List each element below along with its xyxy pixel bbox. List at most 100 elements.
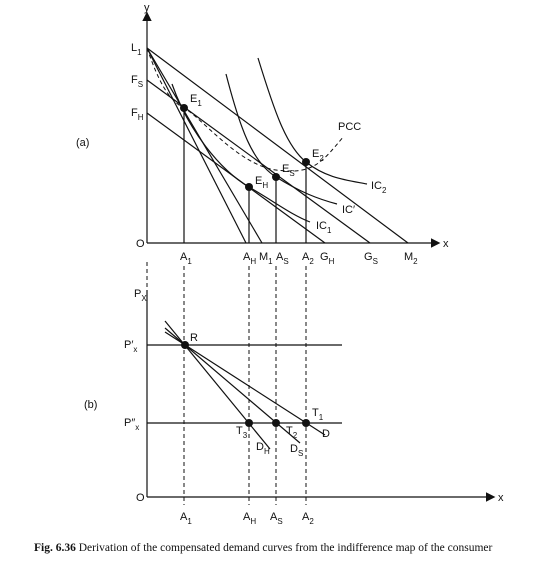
label-subscript: S — [373, 257, 378, 266]
label-text: G — [364, 251, 373, 263]
label-subscript: 1 — [327, 226, 332, 235]
label-text: A — [302, 511, 310, 523]
label-subscript: S — [298, 449, 303, 458]
label-subscript: 2 — [319, 154, 324, 163]
label-subscript: H — [264, 447, 270, 456]
label-subscript: S — [277, 517, 282, 526]
label-text: A — [243, 511, 251, 523]
label-subscript: X — [141, 294, 147, 303]
label-text: F — [131, 107, 138, 119]
label: GS — [364, 251, 378, 266]
label: L1 — [131, 42, 142, 57]
label: IC2 — [371, 180, 387, 195]
label: IC′ — [342, 204, 355, 216]
caption-label: Fig. 6.36 — [34, 542, 76, 554]
label: D — [322, 428, 330, 440]
label: A1 — [180, 511, 192, 526]
label-subscript: 2 — [293, 431, 298, 440]
label: P″x — [124, 417, 139, 432]
label: A1 — [180, 251, 192, 266]
label-text: E — [282, 163, 289, 175]
label: AH — [243, 251, 256, 266]
label-text: A — [302, 251, 310, 263]
label-text: IC — [316, 220, 327, 232]
label: FH — [131, 107, 144, 122]
label-subscript: H — [329, 257, 335, 266]
label: T3 — [236, 425, 248, 440]
label-subscript: x — [133, 345, 137, 354]
label-text: D — [256, 441, 264, 453]
label-subscript: x — [135, 423, 139, 432]
label-text: D — [322, 428, 330, 440]
points — [180, 104, 310, 191]
points — [181, 341, 310, 427]
label: DH — [256, 441, 270, 456]
label: E2 — [312, 148, 324, 163]
label-subscript: 1 — [268, 257, 273, 266]
label-text: T — [286, 425, 293, 437]
label-subscript: 3 — [243, 431, 248, 440]
label-text: IC — [371, 180, 382, 192]
pcc-curve — [146, 47, 345, 172]
label-text: G — [320, 251, 329, 263]
label: M2 — [404, 251, 418, 266]
label-subscript: S — [289, 169, 294, 178]
label-text: P″ — [124, 417, 135, 429]
label: ES — [282, 163, 295, 178]
panel-tag: (b) — [84, 399, 97, 411]
label: PCC — [338, 121, 361, 133]
label-text: A — [243, 251, 251, 263]
label-subscript: H — [262, 181, 268, 190]
label-text: A — [180, 511, 188, 523]
label: R — [190, 332, 198, 344]
label-text: A — [270, 511, 278, 523]
drop-lines — [183, 108, 307, 243]
label-text: P — [134, 288, 141, 300]
label-subscript: 1 — [137, 48, 142, 57]
label: FS — [131, 74, 143, 89]
label-text: PCC — [338, 121, 361, 133]
label-subscript: 2 — [382, 186, 387, 195]
label-subscript: H — [138, 113, 144, 122]
label: GH — [320, 251, 335, 266]
label-subscript: S — [138, 80, 143, 89]
axis-label: x — [498, 492, 504, 504]
guide-lines — [146, 262, 307, 505]
budget-lines — [146, 47, 409, 244]
origin: O — [136, 238, 145, 250]
demand-curves — [164, 320, 326, 450]
label-text: A — [276, 251, 284, 263]
label-text: M — [259, 251, 268, 263]
label: AH — [243, 511, 256, 526]
label-subscript: 2 — [413, 257, 418, 266]
label-text: T — [312, 407, 319, 419]
label-text: E — [190, 93, 197, 105]
label-subscript: 1 — [187, 257, 192, 266]
label-subscript: 2 — [309, 257, 314, 266]
label-text: A — [180, 251, 188, 263]
label-text: P′ — [124, 339, 133, 351]
label: E1 — [190, 93, 202, 108]
panel-tag: (a) — [76, 137, 89, 149]
axis-label: y — [144, 2, 150, 14]
label-text: R — [190, 332, 198, 344]
label: IC1 — [316, 220, 332, 235]
label: PX — [134, 288, 147, 303]
label: P′x — [124, 339, 137, 354]
label-text: M — [404, 251, 413, 263]
label: T2 — [286, 425, 298, 440]
label-text: E — [255, 175, 262, 187]
label-subscript: 1 — [197, 99, 202, 108]
label: T1 — [312, 407, 324, 422]
label-subscript: S — [283, 257, 288, 266]
label-text: F — [131, 74, 138, 86]
label-subscript: 1 — [319, 413, 324, 422]
label-subscript: 2 — [309, 517, 314, 526]
label: A2 — [302, 511, 314, 526]
label: A2 — [302, 251, 314, 266]
label-text: IC′ — [342, 204, 355, 216]
label: M1 — [259, 251, 273, 266]
label-text: T — [236, 425, 243, 437]
caption-text: Derivation of the compensated demand cur… — [79, 542, 493, 554]
